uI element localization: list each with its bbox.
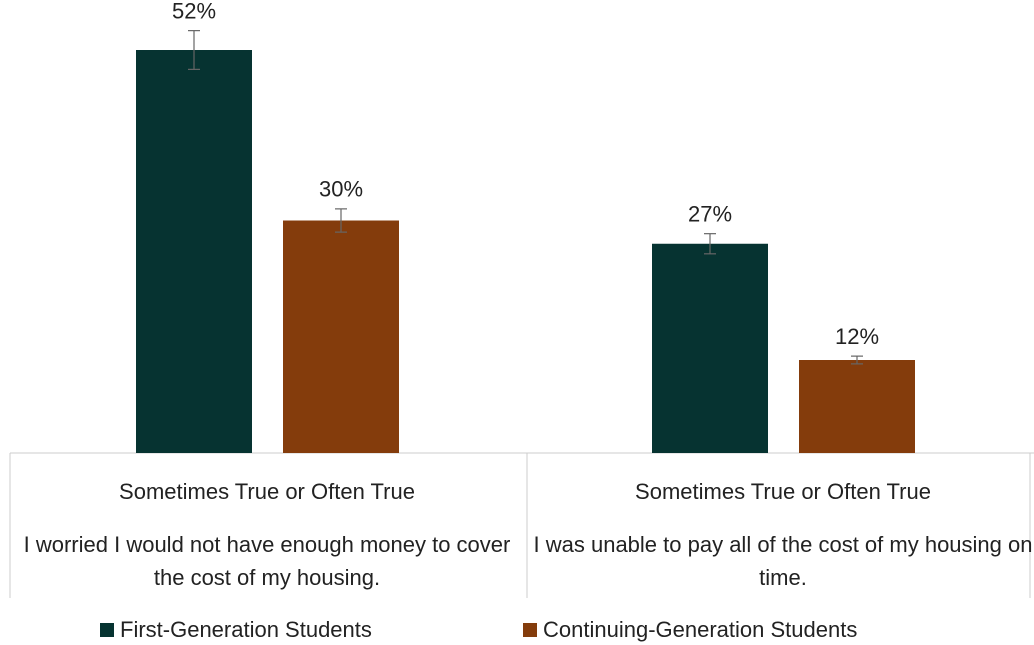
category-header: Sometimes True or Often True xyxy=(635,479,931,504)
data-label: 27% xyxy=(688,201,732,226)
data-label: 52% xyxy=(172,0,216,23)
data-label: 30% xyxy=(319,177,363,202)
category-header: Sometimes True or Often True xyxy=(119,479,415,504)
bar xyxy=(283,220,399,453)
data-label: 12% xyxy=(835,324,879,349)
x-tick-label: I worried I would not have enough money … xyxy=(23,532,511,590)
legend-label: First-Generation Students xyxy=(120,617,372,642)
legend-swatch xyxy=(100,623,114,637)
legend-swatch xyxy=(523,623,537,637)
bar xyxy=(799,360,915,453)
bar xyxy=(652,243,768,453)
bar xyxy=(136,50,252,453)
legend-label: Continuing-Generation Students xyxy=(543,617,857,642)
x-tick-label: I was unable to pay all of the cost of m… xyxy=(533,532,1033,590)
